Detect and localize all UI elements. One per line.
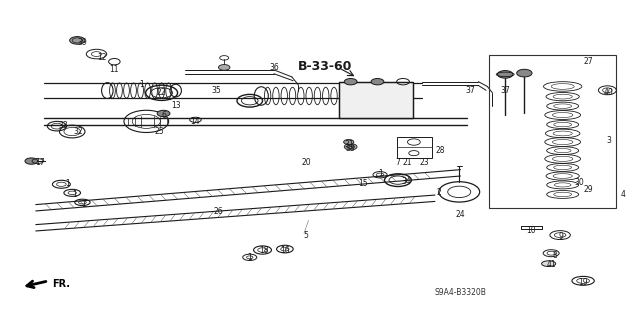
Circle shape	[218, 64, 230, 70]
Text: 26: 26	[213, 207, 223, 216]
Text: 15: 15	[358, 179, 368, 188]
Text: 14: 14	[191, 117, 200, 126]
Text: 18: 18	[259, 247, 269, 256]
Text: 41: 41	[547, 260, 556, 270]
Circle shape	[344, 78, 357, 85]
Text: 7: 7	[396, 158, 401, 167]
Text: 6: 6	[161, 111, 166, 120]
Bar	[489, 55, 616, 208]
Text: 28: 28	[435, 146, 445, 155]
Circle shape	[70, 37, 85, 44]
Ellipse shape	[541, 261, 556, 267]
Text: 1: 1	[72, 190, 77, 199]
Text: 19: 19	[579, 278, 588, 287]
Circle shape	[516, 69, 532, 77]
Text: B-33-60: B-33-60	[298, 60, 352, 73]
Text: 40: 40	[604, 88, 614, 97]
Text: FR.: FR.	[52, 279, 70, 289]
Circle shape	[497, 70, 513, 78]
Text: 1: 1	[139, 80, 143, 89]
Text: 11: 11	[109, 65, 119, 74]
Circle shape	[371, 78, 384, 85]
Text: 37: 37	[500, 86, 510, 95]
Circle shape	[157, 110, 170, 117]
Text: 5: 5	[303, 231, 308, 240]
Text: 2: 2	[436, 188, 441, 197]
Text: 27: 27	[584, 56, 593, 65]
Text: 35: 35	[212, 86, 221, 95]
Text: 25: 25	[154, 127, 164, 136]
Text: 4: 4	[621, 190, 626, 199]
Text: 12: 12	[97, 53, 106, 62]
Text: 33: 33	[58, 121, 68, 130]
Text: 17: 17	[35, 158, 45, 167]
Text: S9A4-B3320B: S9A4-B3320B	[435, 288, 486, 297]
Text: 8: 8	[552, 251, 557, 260]
Text: 32: 32	[74, 127, 83, 136]
Text: 21: 21	[403, 158, 412, 167]
Text: 9: 9	[559, 232, 564, 241]
Text: 37: 37	[465, 86, 475, 95]
Text: 36: 36	[269, 63, 279, 72]
Text: 1: 1	[378, 169, 383, 178]
Text: 39: 39	[77, 38, 87, 47]
Text: 1: 1	[81, 200, 86, 209]
Text: 30: 30	[575, 178, 584, 187]
Bar	[339, 82, 413, 118]
Text: 16: 16	[280, 247, 290, 256]
Text: 20: 20	[301, 158, 311, 167]
Bar	[339, 82, 413, 118]
Circle shape	[344, 144, 357, 150]
Text: 1: 1	[248, 253, 252, 262]
Text: 24: 24	[456, 210, 465, 219]
Text: 23: 23	[420, 158, 429, 167]
Text: 1: 1	[65, 179, 70, 188]
Bar	[397, 137, 432, 158]
Circle shape	[344, 139, 354, 145]
Circle shape	[25, 158, 38, 164]
Text: 38: 38	[346, 144, 355, 153]
Text: 31: 31	[344, 140, 353, 149]
Text: 34: 34	[401, 177, 411, 186]
Text: 3: 3	[607, 136, 612, 145]
Text: 10: 10	[526, 226, 536, 234]
Text: 13: 13	[171, 101, 180, 110]
Text: 29: 29	[584, 185, 593, 194]
Text: 22: 22	[157, 88, 166, 97]
